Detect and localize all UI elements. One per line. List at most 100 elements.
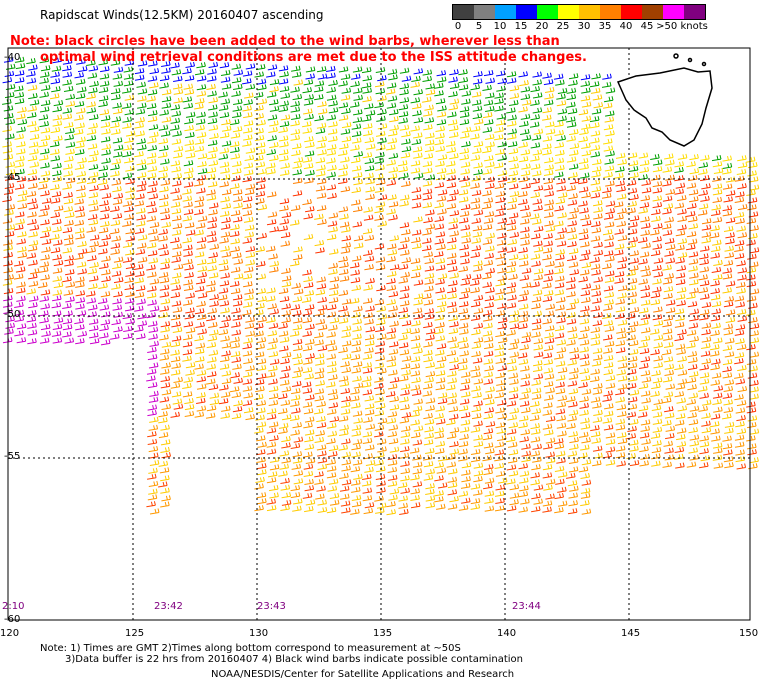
wind-barb bbox=[542, 254, 552, 261]
wind-barb bbox=[675, 272, 686, 279]
wind-barb bbox=[230, 266, 241, 273]
wind-barb bbox=[725, 232, 735, 239]
wind-barb bbox=[220, 69, 231, 76]
wind-barb bbox=[531, 260, 541, 267]
wind-barb bbox=[435, 287, 445, 294]
wind-barb bbox=[556, 346, 567, 354]
wind-barb bbox=[473, 209, 484, 216]
wind-barb bbox=[701, 427, 712, 434]
wind-barb bbox=[711, 435, 721, 442]
wind-barb bbox=[688, 216, 698, 223]
wind-barb bbox=[424, 376, 434, 383]
wind-barb bbox=[686, 342, 696, 349]
wind-barb bbox=[581, 262, 592, 269]
wind-barb bbox=[542, 423, 553, 430]
legend-swatch bbox=[516, 5, 537, 19]
wind-barb bbox=[473, 462, 484, 469]
wind-barb bbox=[159, 334, 169, 341]
wind-barb bbox=[496, 385, 506, 392]
wind-barb bbox=[458, 196, 469, 203]
wind-barb bbox=[279, 100, 289, 107]
wind-barb bbox=[16, 281, 26, 288]
wind-barb bbox=[209, 300, 219, 307]
wind-barb bbox=[434, 475, 444, 482]
wind-barb bbox=[663, 440, 673, 447]
wind-barb bbox=[614, 271, 625, 278]
wind-barb bbox=[519, 260, 529, 267]
wind-barb bbox=[724, 351, 735, 358]
wind-barb bbox=[494, 350, 505, 357]
wind-barb bbox=[122, 220, 132, 227]
wind-barb bbox=[14, 224, 24, 231]
wind-barb bbox=[508, 393, 519, 400]
wind-barb bbox=[722, 273, 733, 280]
wind-barb bbox=[603, 320, 614, 327]
wind-barb bbox=[40, 303, 50, 310]
lat-label-60: -60 bbox=[4, 614, 21, 625]
wind-barb bbox=[136, 207, 146, 214]
wind-barb bbox=[747, 253, 757, 260]
wind-barb bbox=[557, 500, 568, 507]
wind-barb bbox=[713, 274, 723, 281]
wind-barb bbox=[110, 205, 120, 212]
wind-barb bbox=[328, 394, 339, 401]
wind-barb bbox=[303, 358, 313, 365]
wind-barb bbox=[639, 166, 650, 173]
wind-barb bbox=[518, 253, 529, 260]
footer-note-1: Note: 1) Times are GMT 2)Times along bot… bbox=[40, 643, 461, 654]
wind-barb bbox=[423, 251, 433, 258]
wind-barb bbox=[305, 206, 315, 213]
wind-barb bbox=[484, 477, 495, 484]
wind-barb bbox=[578, 228, 589, 235]
wind-barb bbox=[338, 80, 348, 87]
wind-barb bbox=[39, 120, 49, 128]
wind-barb bbox=[495, 407, 505, 414]
wind-barb bbox=[650, 432, 661, 439]
wind-barb bbox=[386, 361, 397, 368]
wind-barb bbox=[747, 372, 758, 379]
wind-barb bbox=[40, 170, 51, 177]
wind-barb bbox=[566, 156, 577, 163]
wind-barb bbox=[266, 91, 277, 98]
wind-barb bbox=[184, 410, 195, 417]
wind-barb bbox=[545, 121, 555, 128]
wind-barb bbox=[375, 355, 385, 362]
legend-label: 20 bbox=[535, 21, 549, 32]
wind-barb bbox=[338, 317, 349, 324]
wind-barb bbox=[278, 65, 289, 72]
wind-barb bbox=[629, 439, 639, 446]
wind-barb bbox=[232, 252, 242, 259]
wind-barb bbox=[747, 443, 757, 450]
wind-barb bbox=[317, 324, 328, 331]
wind-barb bbox=[472, 225, 483, 232]
wind-barb bbox=[27, 338, 37, 345]
time-label-3: 23:43 bbox=[257, 601, 286, 612]
wind-barb bbox=[713, 167, 724, 174]
wind-barb bbox=[5, 322, 15, 329]
wind-barb bbox=[27, 168, 38, 176]
wind-barb bbox=[65, 269, 75, 276]
wind-barb bbox=[531, 393, 542, 400]
wind-barb bbox=[267, 330, 278, 337]
wind-barb bbox=[482, 330, 493, 337]
wind-barb bbox=[363, 453, 373, 460]
wind-barb bbox=[640, 370, 651, 377]
wind-barb bbox=[62, 107, 73, 114]
wind-barb bbox=[98, 282, 108, 289]
wind-barb bbox=[592, 445, 603, 452]
wind-barb bbox=[423, 461, 434, 468]
wind-barb bbox=[652, 418, 663, 425]
wind-barb bbox=[604, 165, 615, 172]
wind-barb bbox=[14, 91, 25, 99]
wind-barb bbox=[219, 111, 230, 119]
wind-barb bbox=[734, 434, 745, 441]
wind-barb bbox=[689, 168, 700, 175]
wind-barb bbox=[639, 307, 649, 314]
wind-barb bbox=[279, 450, 290, 457]
wind-barb bbox=[255, 476, 265, 483]
wind-barb bbox=[544, 310, 555, 317]
wind-barb bbox=[303, 108, 313, 115]
wind-barb bbox=[662, 321, 672, 328]
wind-barb bbox=[448, 406, 459, 413]
wind-barb bbox=[497, 141, 507, 148]
